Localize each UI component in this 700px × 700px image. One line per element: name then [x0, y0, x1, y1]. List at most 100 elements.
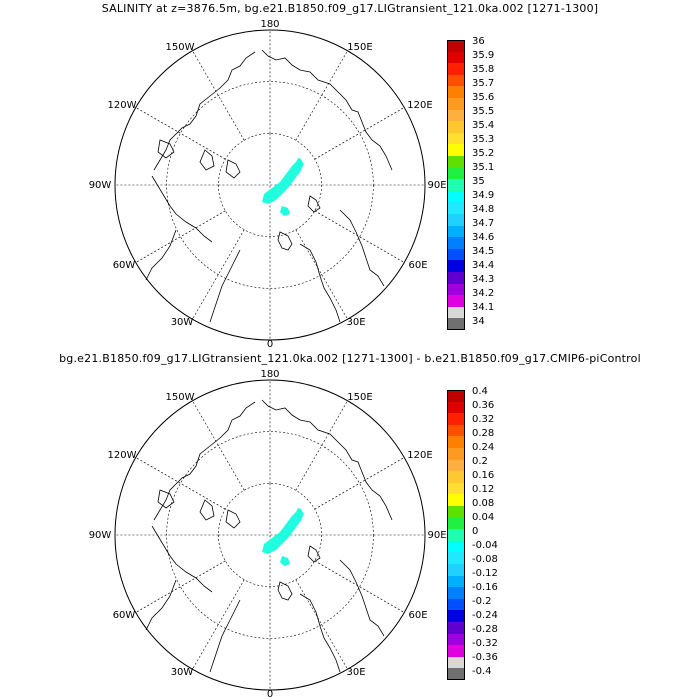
colorbar: 36 35.9 35.8 35.7 35.6 35.5 35.4 35.3 35.2 35.1 35… — [447, 37, 507, 330]
coastline — [277, 581, 293, 601]
colorbar-label: 0.12 — [472, 484, 495, 495]
colorbar-swatch — [447, 295, 465, 307]
colorbar-swatch — [447, 482, 465, 495]
colorbar-swatch — [447, 98, 465, 110]
longitude-label: 60E — [408, 260, 427, 271]
colorbar-swatch — [447, 272, 465, 284]
longitude-label: 90W — [89, 180, 112, 191]
colorbar-label: 35.7 — [472, 78, 495, 89]
colorbar-label: -0.4 — [472, 666, 492, 677]
colorbar-label: 34.8 — [472, 204, 495, 215]
meridian-line — [314, 457, 405, 510]
colorbar-label: 34 — [472, 316, 485, 327]
meridian-line — [192, 579, 245, 670]
colorbar-swatch — [447, 610, 465, 622]
colorbar-swatch — [447, 156, 465, 168]
colorbar-label: 35.1 — [472, 162, 495, 173]
colorbar-label: 0 — [472, 526, 479, 537]
colorbar-swatch — [447, 74, 465, 87]
colorbar-label: 0.4 — [472, 386, 488, 397]
colorbar-label: -0.2 — [472, 596, 492, 607]
longitude-label: 180 — [260, 19, 279, 30]
longitude-label: 180 — [260, 369, 279, 380]
coastline — [209, 599, 241, 673]
colorbar-label: 0.2 — [472, 456, 488, 467]
longitude-label: 150E — [347, 42, 372, 53]
colorbar-label: 35.6 — [472, 92, 495, 103]
latitude-ring — [166, 81, 374, 289]
colorbar-label: 34.7 — [472, 218, 495, 229]
colorbar-swatch — [447, 167, 465, 180]
coastline — [145, 579, 177, 631]
colorbar-label: 0.36 — [472, 400, 495, 411]
colorbar-swatch — [447, 448, 465, 460]
map-title: bg.e21.B1850.f09_g17.LIGtransient_121.0k… — [59, 352, 641, 365]
colorbar-swatch — [447, 424, 465, 437]
coastline — [307, 195, 321, 213]
colorbar-swatch — [447, 86, 465, 98]
colorbar-swatch — [447, 51, 465, 64]
map-boundary — [114, 29, 426, 341]
meridian-line — [295, 229, 348, 320]
longitude-label: 0 — [267, 689, 273, 700]
colorbar-label: 0.28 — [472, 428, 495, 439]
colorbar-label: -0.28 — [472, 624, 498, 635]
coastline — [261, 399, 393, 521]
coastline — [153, 401, 256, 521]
meridian-line — [295, 400, 348, 491]
colorbar-swatch — [447, 260, 465, 272]
colorbar-label: 0.24 — [472, 442, 495, 453]
colorbar-label: 34.2 — [472, 288, 495, 299]
colorbar-swatch — [447, 390, 465, 402]
colorbar-swatch — [447, 413, 465, 425]
colorbar-swatch — [447, 459, 465, 472]
coastline — [209, 249, 241, 323]
longitude-label: 30E — [346, 317, 365, 328]
colorbar-swatch — [447, 598, 465, 611]
colorbar-swatch — [447, 633, 465, 646]
colorbar-label: 34.9 — [472, 190, 495, 201]
latitude-ring — [166, 431, 374, 639]
salinity-patch — [296, 508, 302, 514]
salinity-map-panel: SALINITY at z=3876.5m, bg.e21.B1850.f09_… — [89, 2, 598, 350]
meridian-line — [135, 210, 226, 263]
colorbar: 0.4 0.36 0.32 0.28 0.24 0.2 0.16 0.12 0.08 0.04 0 -… — [447, 386, 507, 680]
polar-map: 180 150W 150E 120W 120E 90W 90E 60W 60E 30W 30E 0 — [89, 369, 447, 700]
longitude-label: 90E — [427, 530, 446, 541]
meridian-line — [295, 50, 348, 141]
longitude-label: 90W — [89, 530, 112, 541]
meridian-line — [192, 400, 245, 491]
colorbar-swatch — [447, 401, 465, 414]
longitude-label: 120E — [407, 100, 432, 111]
longitude-label: 150W — [166, 392, 195, 403]
longitude-label: 120W — [108, 450, 137, 461]
salinity-patch — [280, 206, 290, 216]
coastline — [151, 525, 213, 593]
longitude-label: 120E — [407, 450, 432, 461]
colorbar-swatch — [447, 121, 465, 133]
salinity-difference-map-panel: bg.e21.B1850.f09_g17.LIGtransient_121.0k… — [0, 350, 700, 700]
meridian-line — [135, 457, 226, 510]
colorbar-swatch — [447, 214, 465, 226]
colorbar-swatch — [447, 144, 465, 156]
colorbar-swatch — [447, 540, 465, 553]
colorbar-label: 35.8 — [472, 64, 495, 75]
longitude-label: 60E — [408, 610, 427, 621]
colorbar-swatch — [447, 109, 465, 122]
colorbar-label: 0.04 — [472, 512, 495, 523]
meridian-line — [295, 579, 348, 670]
colorbar-swatch — [447, 436, 465, 448]
coastline — [225, 509, 241, 529]
colorbar-swatch — [447, 506, 465, 518]
colorbar-swatch — [447, 668, 465, 680]
longitude-label: 120W — [108, 100, 137, 111]
colorbar-label: 35.5 — [472, 106, 495, 117]
coastline — [307, 545, 321, 563]
grid-lines — [115, 380, 425, 690]
polar-map: 180 150W 150E 120W 120E 90W 90E 60W 60E 30W 30E 0 — [89, 19, 447, 350]
meridian-line — [314, 210, 405, 263]
colorbar-swatch — [447, 40, 465, 52]
colorbar-label: 0.16 — [472, 470, 495, 481]
colorbar-swatch — [447, 656, 465, 669]
longitude-label: 30W — [171, 667, 194, 678]
